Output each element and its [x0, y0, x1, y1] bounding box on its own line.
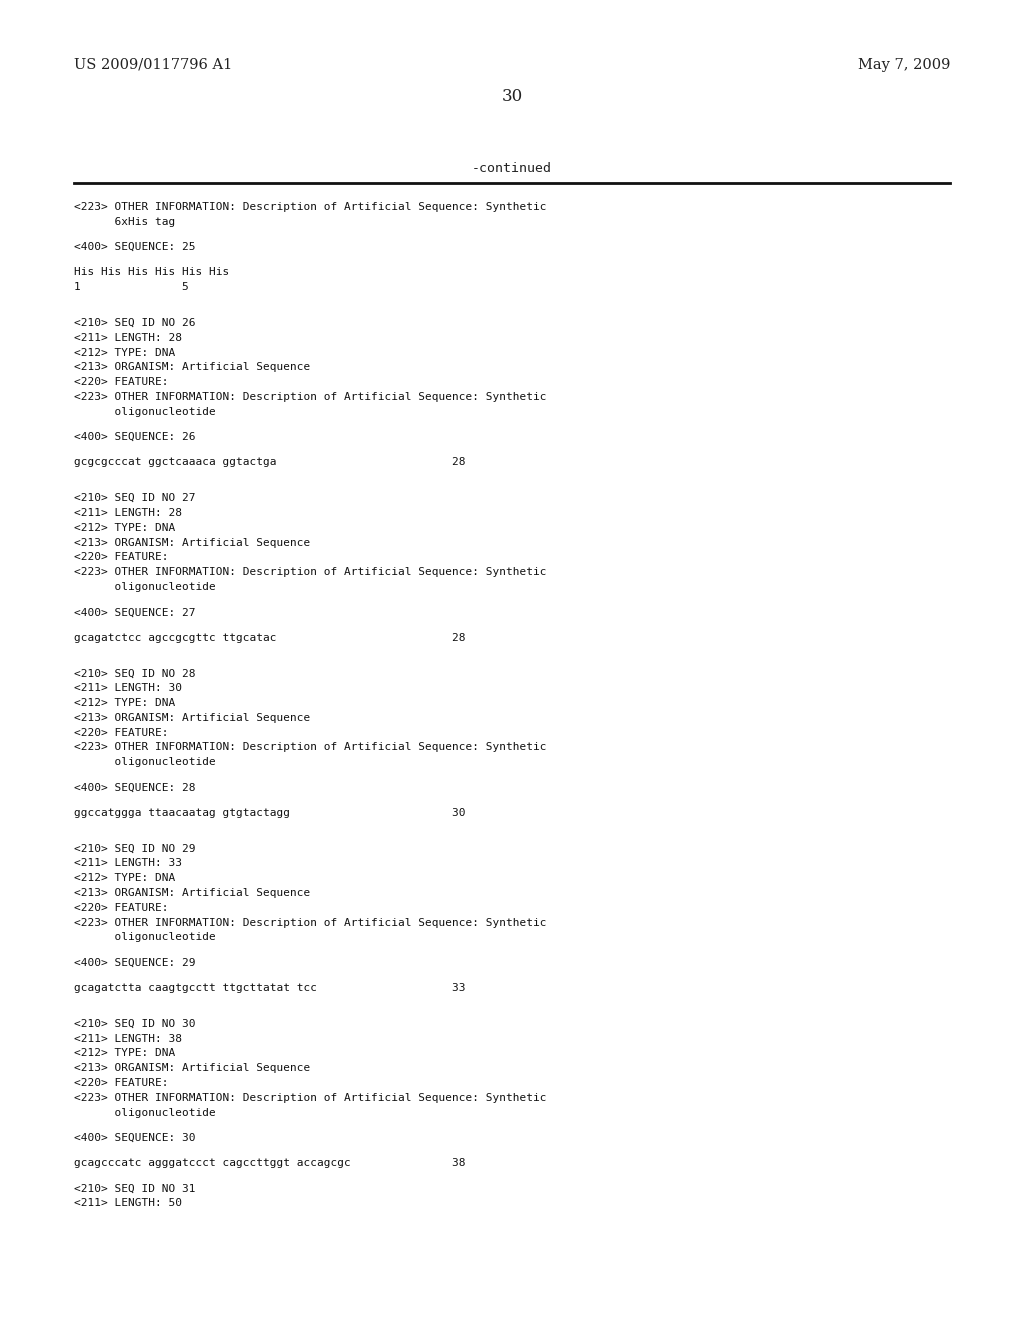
Text: gcagatctcc agccgcgttc ttgcatac                          28: gcagatctcc agccgcgttc ttgcatac 28: [74, 632, 465, 643]
Text: His His His His His His: His His His His His His: [74, 268, 229, 277]
Text: May 7, 2009: May 7, 2009: [858, 58, 950, 73]
Text: <212> TYPE: DNA: <212> TYPE: DNA: [74, 347, 175, 358]
Text: 1               5: 1 5: [74, 282, 188, 292]
Text: gcagcccatc agggatccct cagccttggt accagcgc               38: gcagcccatc agggatccct cagccttggt accagcg…: [74, 1158, 465, 1168]
Text: <210> SEQ ID NO 26: <210> SEQ ID NO 26: [74, 318, 196, 327]
Text: <212> TYPE: DNA: <212> TYPE: DNA: [74, 1048, 175, 1059]
Text: <210> SEQ ID NO 27: <210> SEQ ID NO 27: [74, 494, 196, 503]
Text: <210> SEQ ID NO 28: <210> SEQ ID NO 28: [74, 668, 196, 678]
Text: <210> SEQ ID NO 30: <210> SEQ ID NO 30: [74, 1019, 196, 1028]
Text: <220> FEATURE:: <220> FEATURE:: [74, 727, 168, 738]
Text: <223> OTHER INFORMATION: Description of Artificial Sequence: Synthetic: <223> OTHER INFORMATION: Description of …: [74, 568, 546, 577]
Text: <212> TYPE: DNA: <212> TYPE: DNA: [74, 698, 175, 708]
Text: <220> FEATURE:: <220> FEATURE:: [74, 903, 168, 913]
Text: <213> ORGANISM: Artificial Sequence: <213> ORGANISM: Artificial Sequence: [74, 363, 310, 372]
Text: <213> ORGANISM: Artificial Sequence: <213> ORGANISM: Artificial Sequence: [74, 713, 310, 723]
Text: gcagatctta caagtgcctt ttgcttatat tcc                    33: gcagatctta caagtgcctt ttgcttatat tcc 33: [74, 983, 465, 993]
Text: <213> ORGANISM: Artificial Sequence: <213> ORGANISM: Artificial Sequence: [74, 1063, 310, 1073]
Text: <223> OTHER INFORMATION: Description of Artificial Sequence: Synthetic: <223> OTHER INFORMATION: Description of …: [74, 1093, 546, 1102]
Text: <400> SEQUENCE: 28: <400> SEQUENCE: 28: [74, 783, 196, 792]
Text: <211> LENGTH: 28: <211> LENGTH: 28: [74, 333, 181, 343]
Text: 6xHis tag: 6xHis tag: [74, 216, 175, 227]
Text: <211> LENGTH: 33: <211> LENGTH: 33: [74, 858, 181, 869]
Text: <220> FEATURE:: <220> FEATURE:: [74, 552, 168, 562]
Text: <223> OTHER INFORMATION: Description of Artificial Sequence: Synthetic: <223> OTHER INFORMATION: Description of …: [74, 742, 546, 752]
Text: <220> FEATURE:: <220> FEATURE:: [74, 1078, 168, 1088]
Text: <400> SEQUENCE: 25: <400> SEQUENCE: 25: [74, 242, 196, 252]
Text: <211> LENGTH: 28: <211> LENGTH: 28: [74, 508, 181, 517]
Text: oligonucleotide: oligonucleotide: [74, 932, 215, 942]
Text: gcgcgcccat ggctcaaaca ggtactga                          28: gcgcgcccat ggctcaaaca ggtactga 28: [74, 458, 465, 467]
Text: <213> ORGANISM: Artificial Sequence: <213> ORGANISM: Artificial Sequence: [74, 888, 310, 898]
Text: <210> SEQ ID NO 31: <210> SEQ ID NO 31: [74, 1184, 196, 1193]
Text: <223> OTHER INFORMATION: Description of Artificial Sequence: Synthetic: <223> OTHER INFORMATION: Description of …: [74, 202, 546, 213]
Text: 30: 30: [502, 88, 522, 106]
Text: oligonucleotide: oligonucleotide: [74, 758, 215, 767]
Text: <400> SEQUENCE: 29: <400> SEQUENCE: 29: [74, 958, 196, 968]
Text: <211> LENGTH: 30: <211> LENGTH: 30: [74, 684, 181, 693]
Text: <212> TYPE: DNA: <212> TYPE: DNA: [74, 523, 175, 533]
Text: oligonucleotide: oligonucleotide: [74, 1107, 215, 1118]
Text: US 2009/0117796 A1: US 2009/0117796 A1: [74, 58, 232, 73]
Text: <210> SEQ ID NO 29: <210> SEQ ID NO 29: [74, 843, 196, 854]
Text: -continued: -continued: [472, 162, 552, 176]
Text: <220> FEATURE:: <220> FEATURE:: [74, 378, 168, 387]
Text: <212> TYPE: DNA: <212> TYPE: DNA: [74, 874, 175, 883]
Text: <223> OTHER INFORMATION: Description of Artificial Sequence: Synthetic: <223> OTHER INFORMATION: Description of …: [74, 392, 546, 403]
Text: <400> SEQUENCE: 26: <400> SEQUENCE: 26: [74, 432, 196, 442]
Text: <400> SEQUENCE: 30: <400> SEQUENCE: 30: [74, 1133, 196, 1143]
Text: <213> ORGANISM: Artificial Sequence: <213> ORGANISM: Artificial Sequence: [74, 537, 310, 548]
Text: <223> OTHER INFORMATION: Description of Artificial Sequence: Synthetic: <223> OTHER INFORMATION: Description of …: [74, 917, 546, 928]
Text: <400> SEQUENCE: 27: <400> SEQUENCE: 27: [74, 607, 196, 618]
Text: oligonucleotide: oligonucleotide: [74, 582, 215, 591]
Text: ggccatggga ttaacaatag gtgtactagg                        30: ggccatggga ttaacaatag gtgtactagg 30: [74, 808, 465, 818]
Text: oligonucleotide: oligonucleotide: [74, 407, 215, 417]
Text: <211> LENGTH: 38: <211> LENGTH: 38: [74, 1034, 181, 1044]
Text: <211> LENGTH: 50: <211> LENGTH: 50: [74, 1199, 181, 1208]
